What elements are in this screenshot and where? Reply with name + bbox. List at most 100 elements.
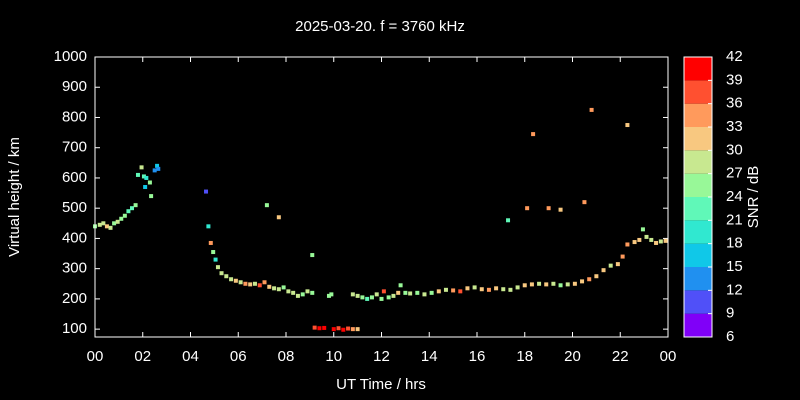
x-tick-label: 00: [660, 348, 677, 365]
colorbar-tick-label: 36: [726, 95, 743, 112]
data-point: [243, 281, 248, 286]
data-point: [257, 283, 262, 288]
colorbar-tick-label: 30: [726, 141, 743, 158]
data-point: [147, 180, 152, 185]
data-point: [291, 290, 296, 295]
data-point: [644, 234, 649, 239]
data-point: [640, 227, 645, 232]
data-point: [262, 280, 267, 285]
colorbar-band: [684, 243, 712, 267]
data-point: [546, 206, 551, 211]
colorbar-tick-label: 33: [726, 118, 743, 135]
data-point: [122, 213, 127, 218]
colorbar-tick-label: 12: [726, 281, 743, 298]
data-point: [355, 327, 360, 332]
data-point: [281, 285, 286, 290]
data-point: [149, 194, 154, 199]
colorbar-tick-label: 15: [726, 258, 743, 275]
data-point: [494, 286, 499, 291]
data-point: [443, 287, 448, 292]
y-tick-label: 400: [62, 229, 87, 246]
colorbar-tick-label: 42: [726, 48, 743, 65]
data-point: [386, 295, 391, 300]
data-point: [317, 326, 322, 331]
colorbar-tick-label: 6: [726, 328, 734, 345]
data-point: [141, 174, 146, 179]
y-tick-label: 900: [62, 78, 87, 95]
data-point: [472, 285, 477, 290]
colorbar-band: [684, 127, 712, 151]
colorbar-band: [684, 57, 712, 81]
y-tick-label: 1000: [54, 48, 87, 65]
data-point: [108, 225, 113, 230]
x-tick-label: 08: [278, 348, 295, 365]
data-point: [558, 283, 563, 288]
colorbar-band: [684, 173, 712, 197]
data-point: [374, 292, 379, 297]
data-point: [341, 327, 346, 332]
data-point: [522, 283, 527, 288]
colorbar-tick-label: 18: [726, 235, 743, 252]
data-point: [565, 282, 570, 287]
chart-title: 2025-03-20. f = 3760 kHz: [295, 18, 465, 35]
data-point: [355, 293, 360, 298]
y-tick-label: 600: [62, 169, 87, 186]
data-point: [436, 289, 441, 294]
colorbar-label: SNR / dB: [745, 166, 762, 229]
y-tick-label: 100: [62, 320, 87, 337]
data-point: [126, 209, 131, 214]
data-point: [501, 287, 506, 292]
data-point: [654, 240, 659, 245]
data-point: [224, 274, 229, 279]
data-point: [369, 295, 374, 300]
colorbar-tick-label: 9: [726, 305, 734, 322]
data-point: [658, 239, 663, 244]
data-point: [508, 287, 513, 292]
data-point: [620, 254, 625, 259]
colorbar-band: [684, 313, 712, 337]
data-point: [144, 175, 149, 180]
data-point: [229, 277, 234, 282]
data-point: [310, 253, 315, 258]
data-point: [465, 286, 470, 291]
data-point: [248, 282, 253, 287]
colorbar-tick-label: 39: [726, 71, 743, 88]
x-tick-label: 14: [421, 348, 438, 365]
data-point: [115, 219, 120, 224]
colorbar-tick-label: 21: [726, 211, 743, 228]
x-tick-label: 22: [612, 348, 629, 365]
data-point: [551, 281, 556, 286]
data-point: [544, 282, 549, 287]
data-point: [625, 242, 630, 247]
x-tick-label: 02: [134, 348, 151, 365]
y-tick-label: 300: [62, 260, 87, 277]
colorbar-band: [684, 220, 712, 244]
colorbar-band: [684, 103, 712, 127]
data-point: [97, 222, 102, 227]
data-point: [587, 277, 592, 282]
data-point: [208, 240, 213, 245]
data-point: [582, 200, 587, 205]
colorbar-tick-label: 27: [726, 165, 743, 182]
x-tick-label: 18: [516, 348, 533, 365]
data-point: [310, 290, 315, 295]
data-point: [398, 283, 403, 288]
data-point: [213, 257, 218, 262]
data-point: [537, 281, 542, 286]
data-point: [601, 268, 606, 273]
data-point: [558, 207, 563, 212]
data-point: [155, 163, 160, 168]
data-point: [322, 325, 327, 330]
data-point: [130, 206, 135, 211]
colorbar-band: [684, 197, 712, 221]
x-axis-label: UT Time / hrs: [336, 376, 426, 393]
y-tick-label: 200: [62, 290, 87, 307]
data-point: [649, 237, 654, 242]
data-point: [350, 327, 355, 332]
data-point: [286, 289, 291, 294]
colorbar-tick-label: 24: [726, 188, 743, 205]
data-point: [408, 291, 413, 296]
